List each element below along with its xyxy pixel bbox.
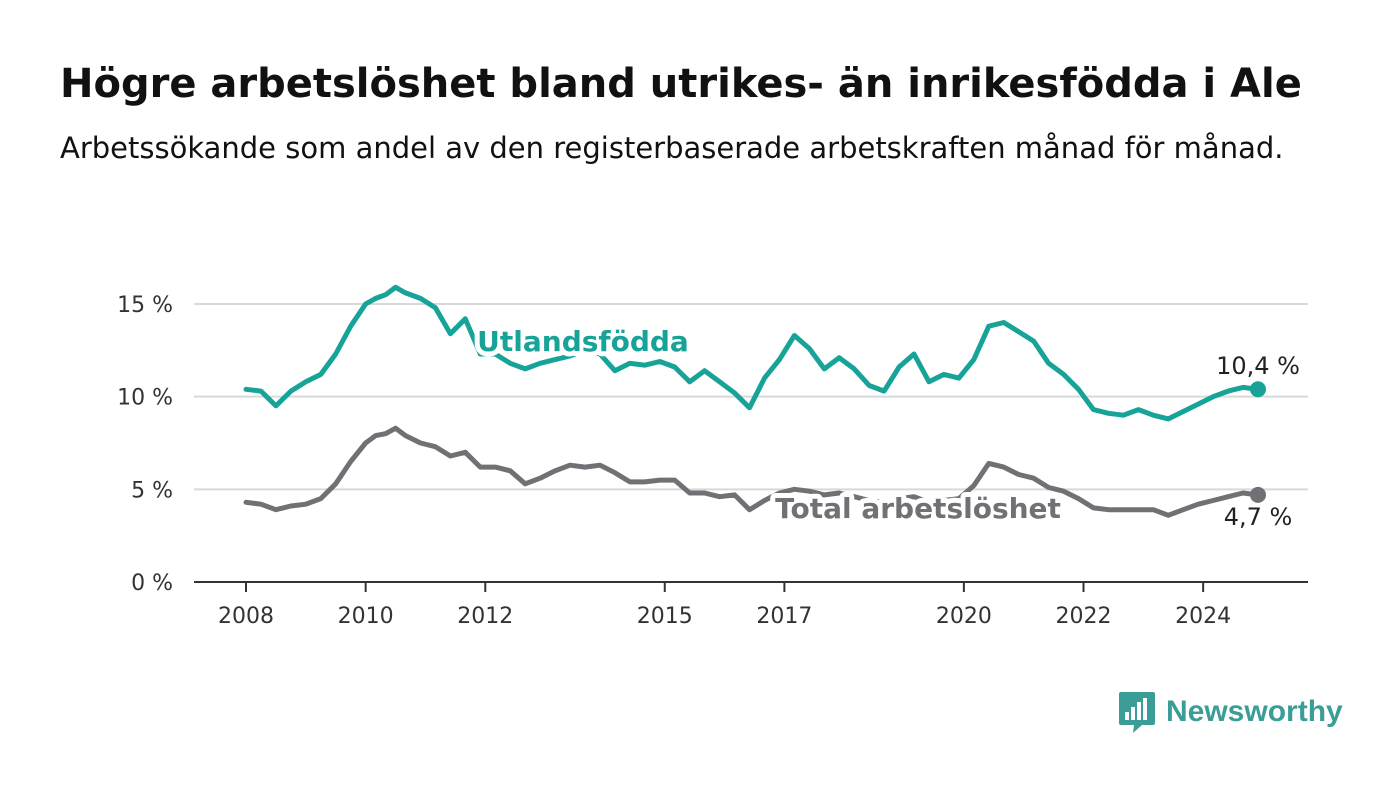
end-point-utlandsfodda — [1250, 381, 1266, 398]
end-value-utlandsfodda: 10,4 % — [1216, 352, 1300, 380]
newsworthy-logo-icon — [1119, 692, 1155, 733]
series-line-total — [243, 425, 1261, 518]
x-tick-label: 2022 — [1056, 604, 1112, 629]
series-label-utlandsfodda: Utlandsfödda — [477, 325, 689, 358]
x-tick-label: 2010 — [338, 604, 394, 629]
x-tick-label: 2024 — [1175, 604, 1231, 629]
gridlines — [194, 303, 1308, 491]
chart-subtitle: Arbetssökande som andel av den registerb… — [60, 131, 1284, 165]
y-tick-label: 10 % — [117, 386, 173, 411]
series-line-utlandsfodda — [243, 284, 1261, 422]
y-tick-label: 5 % — [131, 478, 173, 503]
end-point-total — [1250, 486, 1266, 503]
x-tick-label: 2015 — [637, 604, 693, 629]
series-label-total: Total arbetslöshet — [775, 492, 1061, 525]
x-tick-label: 2012 — [457, 604, 513, 629]
axes: 0 % 5 % 10 % 15 % 2008 2010 2012 2015 2017 2020 20… — [117, 293, 1308, 629]
labels: Utlandsfödda Total arbetslöshet 10,4 % 4,7 … — [472, 320, 1300, 531]
end-value-total: 4,7 % — [1224, 503, 1293, 531]
x-tick-label: 2008 — [218, 604, 274, 629]
x-tick-label: 2020 — [936, 604, 992, 629]
brand-name: Newsworthy — [1166, 695, 1343, 728]
series-lines — [243, 284, 1266, 518]
x-tick-label: 2017 — [756, 604, 812, 629]
brand-logo: Newsworthy — [1118, 690, 1343, 734]
chart-title: Högre arbetslöshet bland utrikes- än inr… — [60, 61, 1302, 107]
y-tick-label: 15 % — [117, 293, 173, 318]
y-tick-label: 0 % — [131, 571, 173, 596]
